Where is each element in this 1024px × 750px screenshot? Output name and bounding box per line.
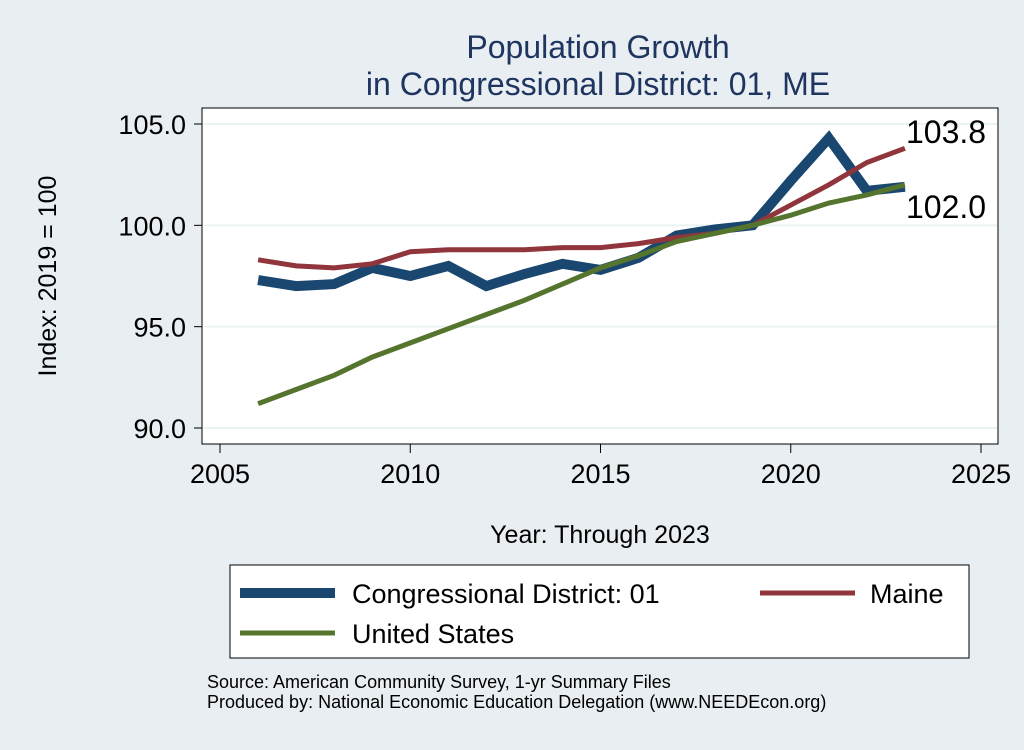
legend	[229, 564, 970, 659]
legend-label-congressional-district-01: Congressional District: 01	[352, 579, 660, 609]
y-axis-label: Index: 2019 = 100	[34, 176, 62, 377]
y-tick-label: 105.0	[118, 110, 186, 140]
x-axis-label: Year: Through 2023	[490, 521, 710, 549]
end-label-united-states: 102.0	[906, 189, 986, 225]
y-tick-label: 95.0	[133, 313, 186, 343]
x-tick-label: 2015	[570, 459, 630, 489]
x-tick-label: 2020	[761, 459, 821, 489]
chart-subtitle: in Congressional District: 01, ME	[366, 66, 830, 102]
legend-label-united-states: United States	[352, 619, 514, 649]
x-tick-label: 2005	[190, 459, 250, 489]
x-tick-label: 2025	[951, 459, 1011, 489]
chart-title: Population Growth	[466, 29, 729, 65]
axes: 90.0 95.0 100.0 105.0 2005 2010 2015 2020 2025	[118, 108, 1011, 489]
source-note: Source: American Community Survey, 1-yr …	[207, 672, 671, 692]
y-tick-label: 100.0	[118, 211, 186, 241]
end-label-maine: 103.8	[906, 114, 986, 150]
series-line-maine	[257, 145, 906, 271]
y-tick-label: 90.0	[133, 414, 186, 444]
produced-by-note: Produced by: National Economic Education…	[207, 692, 826, 712]
grid-lines	[203, 123, 997, 429]
series-line-congressional-district-01	[257, 130, 906, 292]
series-lines	[257, 130, 906, 407]
series-line-united-states	[257, 182, 906, 407]
x-tick-label: 2010	[380, 459, 440, 489]
legend-label-maine: Maine	[870, 579, 944, 609]
